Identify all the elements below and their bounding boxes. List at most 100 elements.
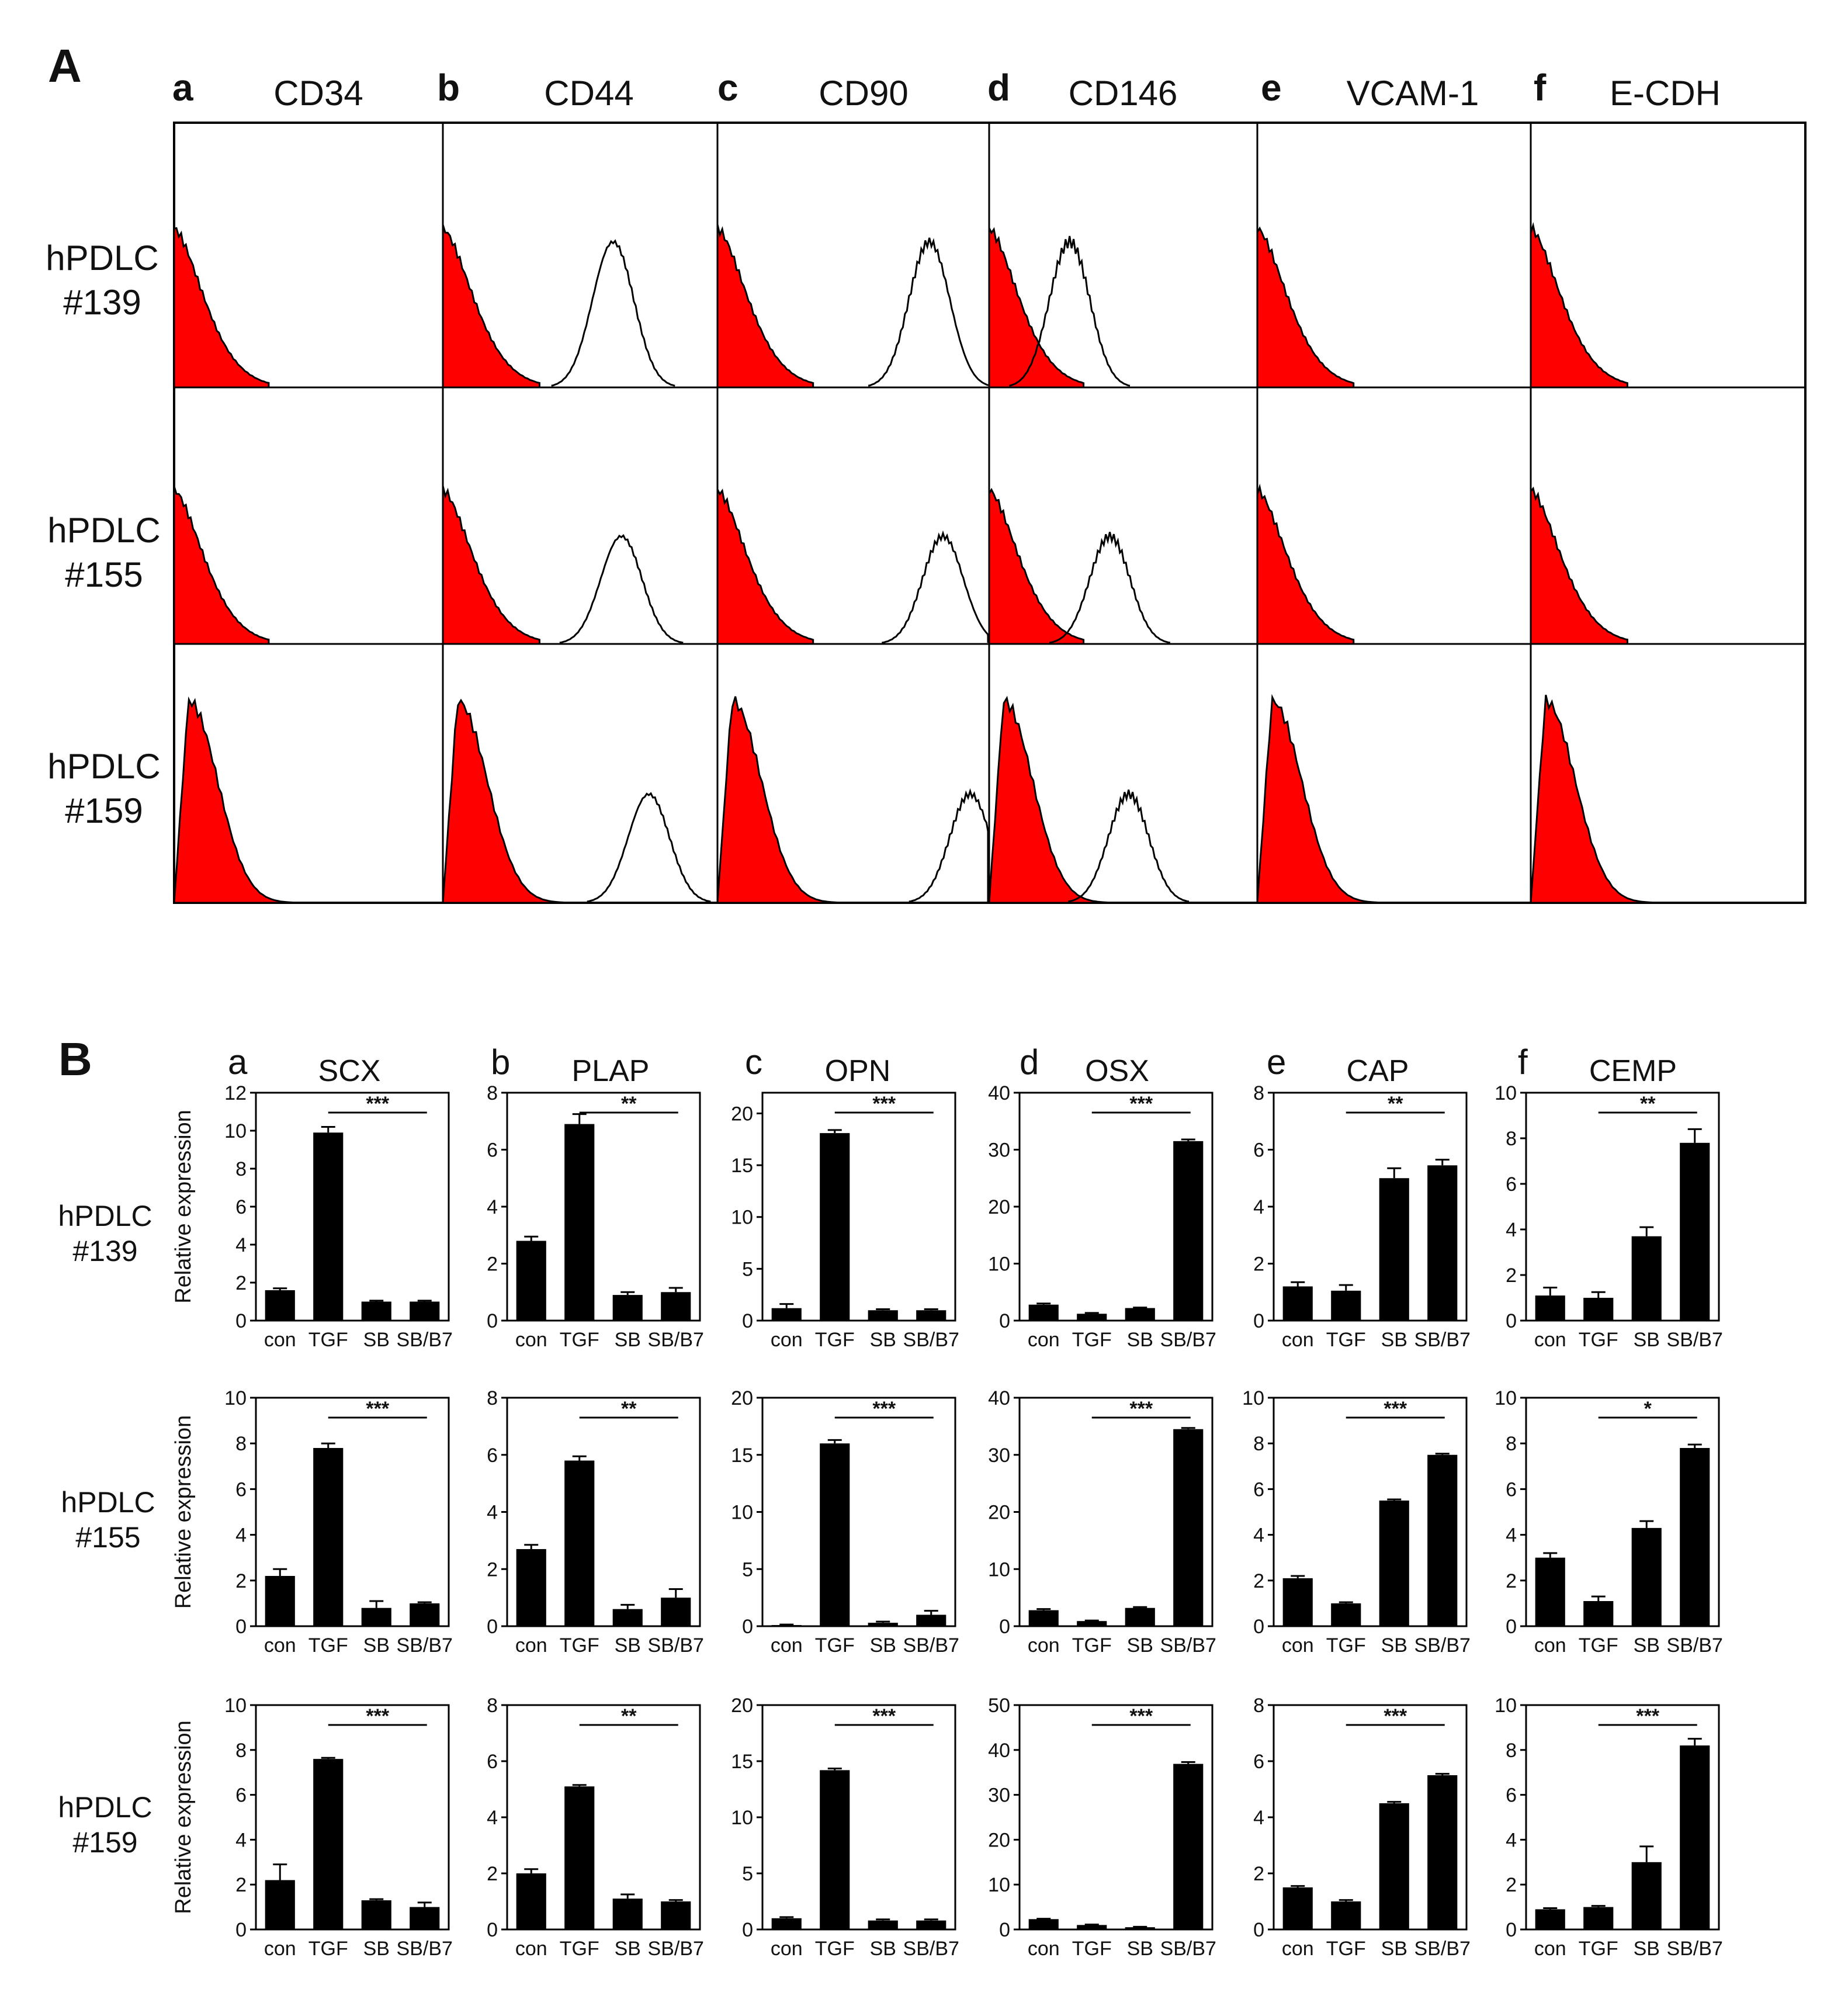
histogram-cell (1256, 122, 1532, 389)
b-column-header: a SCX (228, 1042, 380, 1088)
bar (1173, 1429, 1204, 1626)
y-axis-label: Relative expression (171, 1720, 196, 1914)
significance-label: *** (1129, 1093, 1153, 1115)
y-tick-label: 40 (988, 1387, 1010, 1409)
bar (1282, 1286, 1313, 1321)
column-header-b: b CD44 (437, 67, 634, 113)
row-label-id: #155 (65, 555, 143, 594)
y-tick-label: 6 (1253, 1478, 1264, 1501)
panel-a-label: A (48, 40, 82, 92)
x-tick-label: TGF (308, 1634, 348, 1657)
row-label-155: hPDLC #155 (47, 511, 160, 594)
y-tick-label: 6 (1506, 1478, 1517, 1501)
significance-label: ** (621, 1398, 637, 1420)
histogram-cell (442, 386, 719, 645)
bar (1125, 1308, 1155, 1321)
x-tick-label: SB/B7 (648, 1329, 704, 1351)
bar (1379, 1500, 1409, 1626)
b-row-label-139: hPDLC #139 (58, 1200, 152, 1267)
y-tick-label: 0 (235, 1616, 247, 1638)
y-tick-label: 0 (487, 1919, 498, 1941)
x-tick-label: SB/B7 (1414, 1329, 1471, 1351)
y-tick-label: 0 (999, 1919, 1010, 1941)
plot-frame (255, 1092, 450, 1322)
significance-label: *** (366, 1093, 389, 1115)
x-tick-label: con (264, 1634, 296, 1657)
bar (916, 1615, 946, 1626)
column-letter: f (1518, 1042, 1528, 1082)
significance-label: *** (366, 1398, 389, 1420)
y-tick-label: 40 (988, 1740, 1010, 1762)
significance-label: ** (1640, 1093, 1656, 1115)
y-tick-label: 0 (1506, 1919, 1517, 1941)
bar (410, 1603, 440, 1626)
significance-label: *** (1384, 1398, 1407, 1420)
y-tick-label: 10 (1495, 1387, 1517, 1409)
y-tick-label: 4 (235, 1525, 247, 1547)
bar (868, 1623, 898, 1626)
y-tick-label: 2 (1506, 1264, 1517, 1287)
column-letter: d (987, 67, 1010, 109)
x-tick-label: SB/B7 (648, 1938, 704, 1960)
isotype-histogram (173, 227, 270, 389)
bar (1331, 1603, 1361, 1626)
bar (771, 1625, 802, 1626)
bar (516, 1549, 546, 1626)
histogram-cell (988, 386, 1258, 645)
y-tick-label: 2 (235, 1570, 247, 1592)
isotype-histogram (716, 696, 838, 904)
x-tick-label: con (771, 1329, 803, 1351)
bar (1173, 1764, 1204, 1929)
bar (612, 1898, 643, 1929)
row-label-id: #139 (72, 1235, 137, 1267)
y-tick-label: 8 (1506, 1740, 1517, 1762)
x-tick-label: TGF (1326, 1329, 1366, 1351)
bar (661, 1901, 691, 1929)
histogram-cell (1530, 122, 1807, 389)
y-tick-label: 2 (487, 1863, 498, 1885)
y-tick-label: 0 (742, 1310, 753, 1332)
bar (820, 1770, 850, 1929)
y-tick-label: 4 (1506, 1525, 1517, 1547)
bar (1427, 1165, 1458, 1321)
x-tick-label: TGF (560, 1938, 599, 1960)
x-tick-label: TGF (560, 1634, 599, 1657)
significance-label: ** (621, 1705, 637, 1727)
y-tick-label: 10 (1495, 1695, 1517, 1717)
y-tick-label: 2 (235, 1874, 247, 1896)
bar (1535, 1557, 1565, 1626)
plot-frame (1525, 1092, 1720, 1322)
bar (1631, 1236, 1662, 1321)
plot-frame (1273, 1397, 1468, 1627)
bar (1680, 1142, 1710, 1321)
x-tick-label: SB/B7 (397, 1329, 453, 1351)
x-tick-label: SB (1127, 1634, 1153, 1657)
bar (313, 1759, 344, 1929)
y-tick-label: 6 (487, 1139, 498, 1162)
y-tick-label: 10 (731, 1807, 753, 1829)
y-tick-label: 12 (224, 1082, 247, 1104)
y-tick-label: 15 (731, 1751, 753, 1773)
bar (1331, 1290, 1361, 1321)
marker-label: CD34 (273, 74, 363, 113)
bar (1028, 1610, 1059, 1626)
y-tick-label: 4 (487, 1807, 498, 1829)
row-label-id: #139 (63, 283, 141, 322)
x-tick-label: SB (615, 1938, 641, 1960)
bar (1282, 1887, 1313, 1929)
isotype-histogram (1530, 486, 1628, 645)
x-tick-label: SB (615, 1329, 641, 1351)
bar (1282, 1578, 1313, 1626)
marker-label: E-CDH (1610, 74, 1721, 113)
x-tick-label: SB/B7 (1667, 1938, 1723, 1960)
b-column-header: b PLAP (491, 1042, 649, 1088)
y-tick-label: 30 (988, 1785, 1010, 1807)
x-tick-label: TGF (1072, 1329, 1112, 1351)
y-tick-label: 4 (487, 1502, 498, 1524)
bar (361, 1607, 391, 1626)
y-tick-label: 10 (988, 1874, 1010, 1896)
bar (265, 1575, 295, 1626)
y-tick-label: 15 (731, 1444, 753, 1467)
x-tick-label: TGF (815, 1329, 855, 1351)
